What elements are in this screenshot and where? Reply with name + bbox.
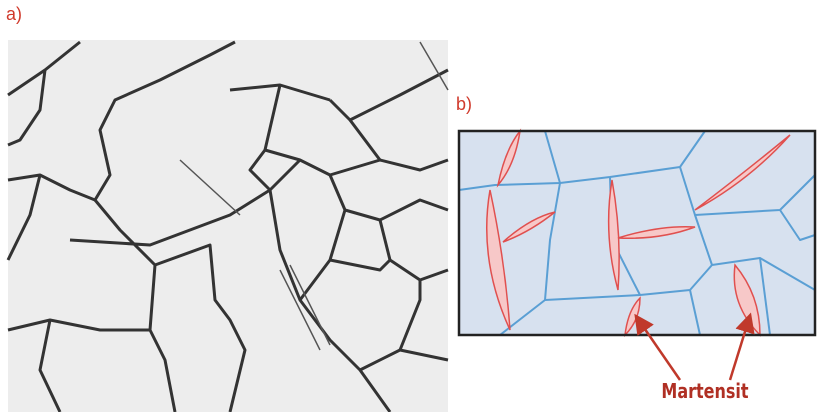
figure: a) b) (0, 0, 817, 412)
annotation: Martensit (661, 380, 748, 403)
panel-label: a) (6, 4, 22, 24)
micrograph (8, 40, 448, 412)
schematic (459, 131, 815, 380)
panel-label: b) (456, 94, 472, 114)
